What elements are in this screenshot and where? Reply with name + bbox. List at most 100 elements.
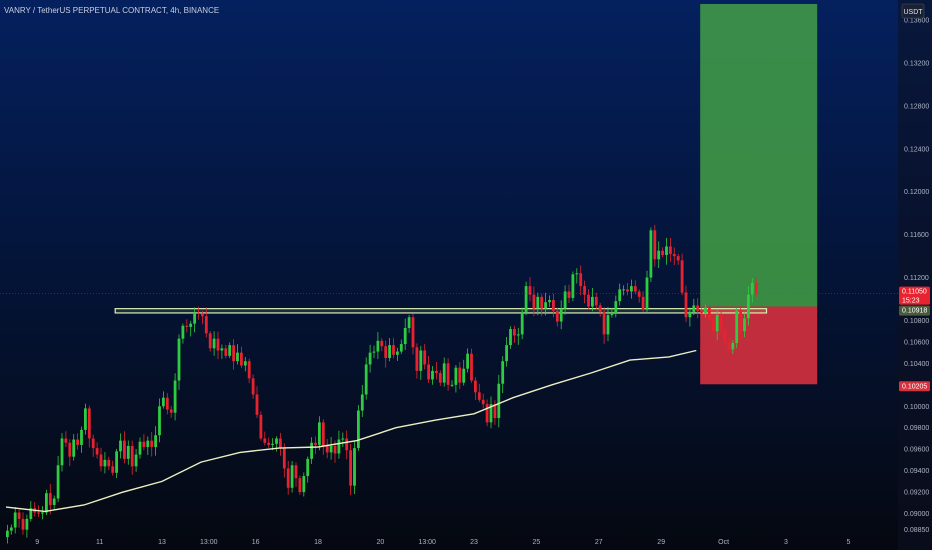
y-tick-label: 0.10800: [904, 318, 929, 325]
candle: [657, 241, 661, 269]
candle-body: [528, 286, 532, 295]
candle-body: [224, 348, 228, 356]
candle: [119, 433, 122, 459]
candle-body: [692, 305, 696, 312]
candle-body: [630, 286, 633, 292]
candle-body: [87, 408, 91, 439]
candle: [115, 448, 118, 479]
candle-body: [435, 370, 438, 374]
candle-body: [700, 310, 703, 313]
candle-body: [653, 230, 657, 260]
candle: [134, 449, 138, 472]
candle: [212, 331, 216, 356]
candle-body: [477, 392, 481, 400]
x-tick-label: 11: [96, 539, 103, 546]
candle: [435, 362, 438, 380]
candle: [711, 313, 715, 338]
candle-body: [637, 291, 641, 297]
candle-body: [290, 465, 294, 488]
candle: [158, 398, 161, 443]
candle-body: [368, 352, 372, 365]
y-tick-label: 0.09400: [904, 468, 929, 475]
candle: [150, 432, 154, 457]
candle-body: [708, 307, 711, 320]
candle-body: [754, 282, 758, 294]
candle: [552, 293, 555, 318]
candle: [255, 386, 259, 419]
candle: [700, 308, 703, 317]
candle-body: [509, 329, 512, 346]
candle-body: [711, 319, 715, 332]
candle-body: [84, 408, 87, 430]
candle: [536, 292, 540, 316]
candle-body: [329, 445, 333, 453]
currency-button[interactable]: USDT: [901, 3, 925, 19]
candle: [87, 405, 91, 448]
x-tick-label: 29: [657, 539, 665, 546]
candle-body: [657, 250, 661, 260]
candle: [688, 307, 692, 327]
candle-body: [536, 296, 540, 309]
candle: [236, 344, 239, 365]
y-tick-label: 0.12400: [904, 146, 929, 153]
candle: [676, 253, 680, 265]
candle: [481, 393, 485, 409]
candle: [247, 358, 251, 384]
candle: [13, 506, 17, 534]
bar-countdown: 15:23: [902, 298, 920, 305]
candle: [423, 343, 427, 370]
candle: [337, 430, 341, 459]
candle: [618, 283, 622, 306]
candle: [345, 430, 349, 460]
candle: [501, 356, 505, 393]
candle: [56, 455, 60, 503]
candle: [111, 460, 115, 476]
candle-body: [126, 445, 130, 459]
candle: [376, 332, 380, 360]
candle-body: [162, 397, 165, 407]
candle-body: [134, 454, 138, 467]
candle-body: [111, 466, 115, 473]
candle-body: [17, 512, 21, 519]
candle: [197, 306, 200, 320]
candle: [52, 495, 56, 511]
candle: [173, 373, 177, 421]
candle: [29, 501, 33, 522]
candle: [692, 298, 696, 316]
candle-body: [349, 450, 352, 486]
candle-body: [606, 315, 610, 335]
candle: [665, 237, 668, 265]
candle: [201, 310, 204, 325]
candle-body: [618, 289, 622, 302]
candle-body: [384, 346, 388, 358]
candle-body: [614, 301, 618, 315]
candle: [454, 365, 458, 393]
candle-body: [181, 325, 185, 339]
y-tick-label: 0.09200: [904, 490, 929, 497]
candle: [310, 437, 313, 464]
candle-body: [360, 394, 364, 411]
candle-body: [474, 380, 477, 393]
candle-body: [37, 512, 40, 514]
candle-body: [594, 296, 598, 306]
candle: [302, 472, 306, 497]
y-tick-label: 0.09800: [904, 425, 929, 432]
candle-body: [423, 350, 427, 365]
candle: [555, 307, 559, 327]
candle: [583, 280, 586, 304]
candle: [704, 304, 707, 318]
candle: [516, 327, 520, 345]
candle: [497, 374, 501, 428]
last-price-badge-text: 0.11050: [902, 289, 927, 296]
candle: [532, 286, 536, 317]
candle: [154, 426, 157, 456]
candle-body: [251, 378, 255, 395]
candle-body: [76, 439, 79, 445]
candle-body: [204, 316, 208, 334]
candle-body: [431, 370, 434, 380]
candle-body: [80, 429, 83, 445]
candle-body: [544, 302, 547, 309]
candle: [60, 433, 64, 472]
candle: [727, 338, 731, 355]
